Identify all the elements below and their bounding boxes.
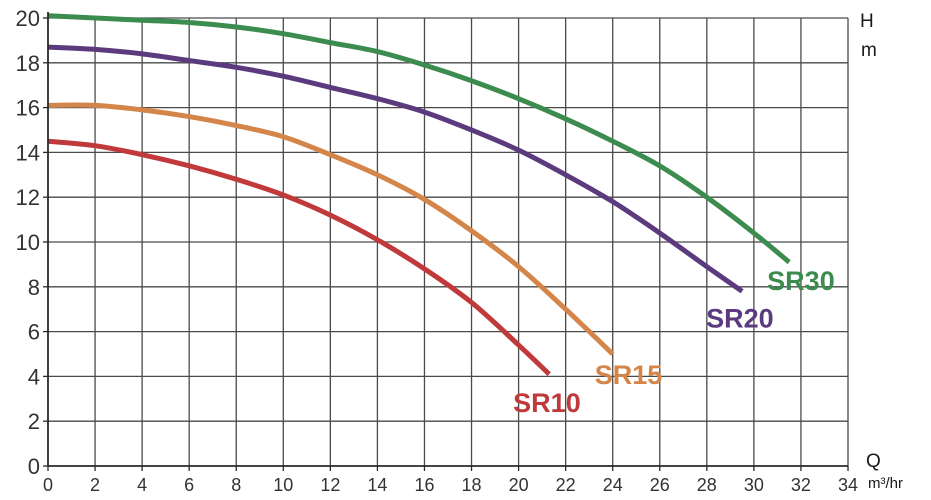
x-tick-label: 30 bbox=[744, 475, 764, 495]
y-tick-label: 0 bbox=[28, 454, 40, 479]
x-tick-label: 32 bbox=[791, 475, 811, 495]
y-tick-label: 4 bbox=[28, 364, 40, 389]
x-axis-label: Q bbox=[866, 451, 881, 472]
series-labels: SR10 SR15 SR20 SR30 bbox=[513, 266, 835, 418]
y-axis-unit: m bbox=[861, 40, 877, 61]
x-axis-unit: m³/hr bbox=[868, 475, 903, 492]
x-tick-label: 8 bbox=[231, 475, 241, 495]
series-label-sr30: SR30 bbox=[767, 266, 835, 296]
series-line-sr10 bbox=[47, 138, 551, 376]
y-axis-label: H bbox=[860, 11, 874, 32]
y-tick-label: 20 bbox=[16, 6, 40, 31]
series-label-sr20: SR20 bbox=[706, 303, 774, 333]
series-line-sr15 bbox=[47, 102, 615, 356]
y-tick-label: 10 bbox=[16, 230, 40, 255]
axes bbox=[43, 12, 849, 471]
grid bbox=[48, 17, 849, 466]
x-tick-label: 28 bbox=[697, 475, 717, 495]
series-line-sr20 bbox=[47, 44, 744, 294]
series-curves bbox=[47, 13, 791, 376]
series-label-sr10: SR10 bbox=[513, 388, 581, 418]
x-tick-label: 6 bbox=[184, 475, 194, 495]
y-tick-label: 2 bbox=[28, 409, 40, 434]
x-tick-label: 0 bbox=[43, 475, 53, 495]
y-tick-label: 12 bbox=[16, 185, 40, 210]
x-tick-label: 22 bbox=[556, 475, 576, 495]
x-tick-label: 34 bbox=[838, 475, 858, 495]
y-tick-label: 6 bbox=[28, 320, 40, 345]
x-tick-label: 26 bbox=[650, 475, 670, 495]
y-tick-label: 14 bbox=[16, 140, 40, 165]
series-line-sr30 bbox=[47, 13, 791, 265]
x-tick-label: 20 bbox=[509, 475, 529, 495]
x-tick-label: 4 bbox=[137, 475, 147, 495]
x-tick-label: 14 bbox=[367, 475, 387, 495]
y-tick-label: 8 bbox=[28, 275, 40, 300]
series-label-sr15: SR15 bbox=[595, 360, 663, 390]
x-tick-label: 16 bbox=[414, 475, 434, 495]
y-tick-label: 16 bbox=[16, 96, 40, 121]
x-tick-label: 2 bbox=[90, 475, 100, 495]
x-tick-label: 10 bbox=[273, 475, 293, 495]
x-tick-label: 12 bbox=[320, 475, 340, 495]
x-tick-label: 24 bbox=[603, 475, 623, 495]
x-tick-label: 18 bbox=[462, 475, 482, 495]
y-tick-label: 18 bbox=[16, 51, 40, 76]
tick-labels: 0 2 4 6 8 10 12 14 16 18 20 22 24 26 28 30 32 34024681012… bbox=[16, 6, 859, 495]
